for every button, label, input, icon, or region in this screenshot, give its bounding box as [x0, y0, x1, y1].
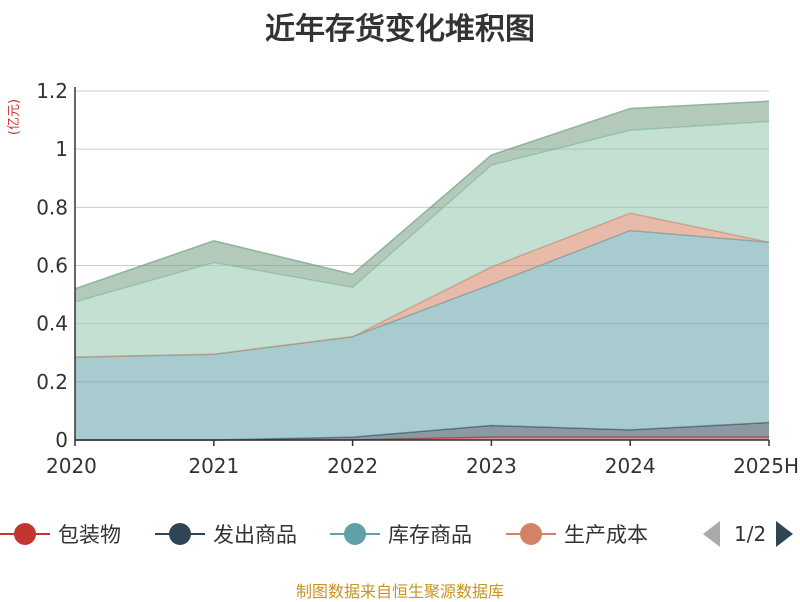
area-series-4 [75, 121, 769, 358]
legend-pager: 1/2 [700, 514, 800, 554]
y-axis-unit-label: (亿元) [7, 99, 22, 135]
legend-item[interactable]: 生产成本 [506, 514, 648, 554]
chart-title: 近年存货变化堆积图 [265, 12, 535, 47]
area-series [74, 100, 770, 441]
x-tick-label: 2024 [605, 454, 656, 478]
y-tick-label: 0.8 [36, 195, 68, 219]
legend-label: 发出商品 [213, 523, 297, 547]
legend-marker-icon [0, 514, 50, 554]
y-tick-label: 0.2 [36, 370, 68, 394]
y-tick-label: 0.6 [36, 254, 68, 278]
stacked-area-chart: 0 0.2 0.4 0.6 0.8 1 1.2 2020 2021 2022 2023 2024 202… [7, 79, 799, 478]
y-tick-label: 0 [55, 428, 68, 452]
chart-legend: 包装物 发出商品 库存商品 生产成本 [0, 514, 800, 554]
y-tick-label: 1 [55, 137, 68, 161]
legend-item[interactable]: 发出商品 [155, 514, 297, 554]
legend-next-page-icon[interactable] [776, 521, 794, 547]
area-series-line-5 [74, 100, 770, 290]
legend-marker-icon [155, 514, 205, 554]
x-tick-label: 2022 [327, 454, 378, 478]
legend-item[interactable]: 库存商品 [330, 514, 472, 554]
legend-page-indicator: 1/2 [734, 522, 767, 546]
data-source-note: 制图数据来自恒生聚源数据库 [295, 582, 504, 601]
legend-label: 生产成本 [564, 523, 648, 547]
y-tick-label: 0.4 [36, 312, 68, 336]
legend-item[interactable]: 包装物 [0, 514, 121, 554]
legend-label: 库存商品 [388, 523, 472, 547]
x-tick-label: 2025H [733, 454, 799, 478]
x-tick-label: 2020 [46, 454, 97, 478]
x-tick-label: 2021 [188, 454, 239, 478]
legend-marker-icon [330, 514, 380, 554]
x-tick-label: 2023 [466, 454, 517, 478]
y-tick-label: 1.2 [36, 79, 68, 103]
legend-prev-page-icon[interactable] [703, 521, 720, 547]
axes: 0 0.2 0.4 0.6 0.8 1 1.2 2020 2021 2022 2023 2024 202… [36, 79, 799, 478]
area-series-2 [75, 230, 769, 440]
area-series-5 [75, 101, 769, 302]
area-series-1 [75, 422, 769, 440]
legend-marker-icon [506, 514, 556, 554]
legend-label: 包装物 [58, 523, 121, 547]
